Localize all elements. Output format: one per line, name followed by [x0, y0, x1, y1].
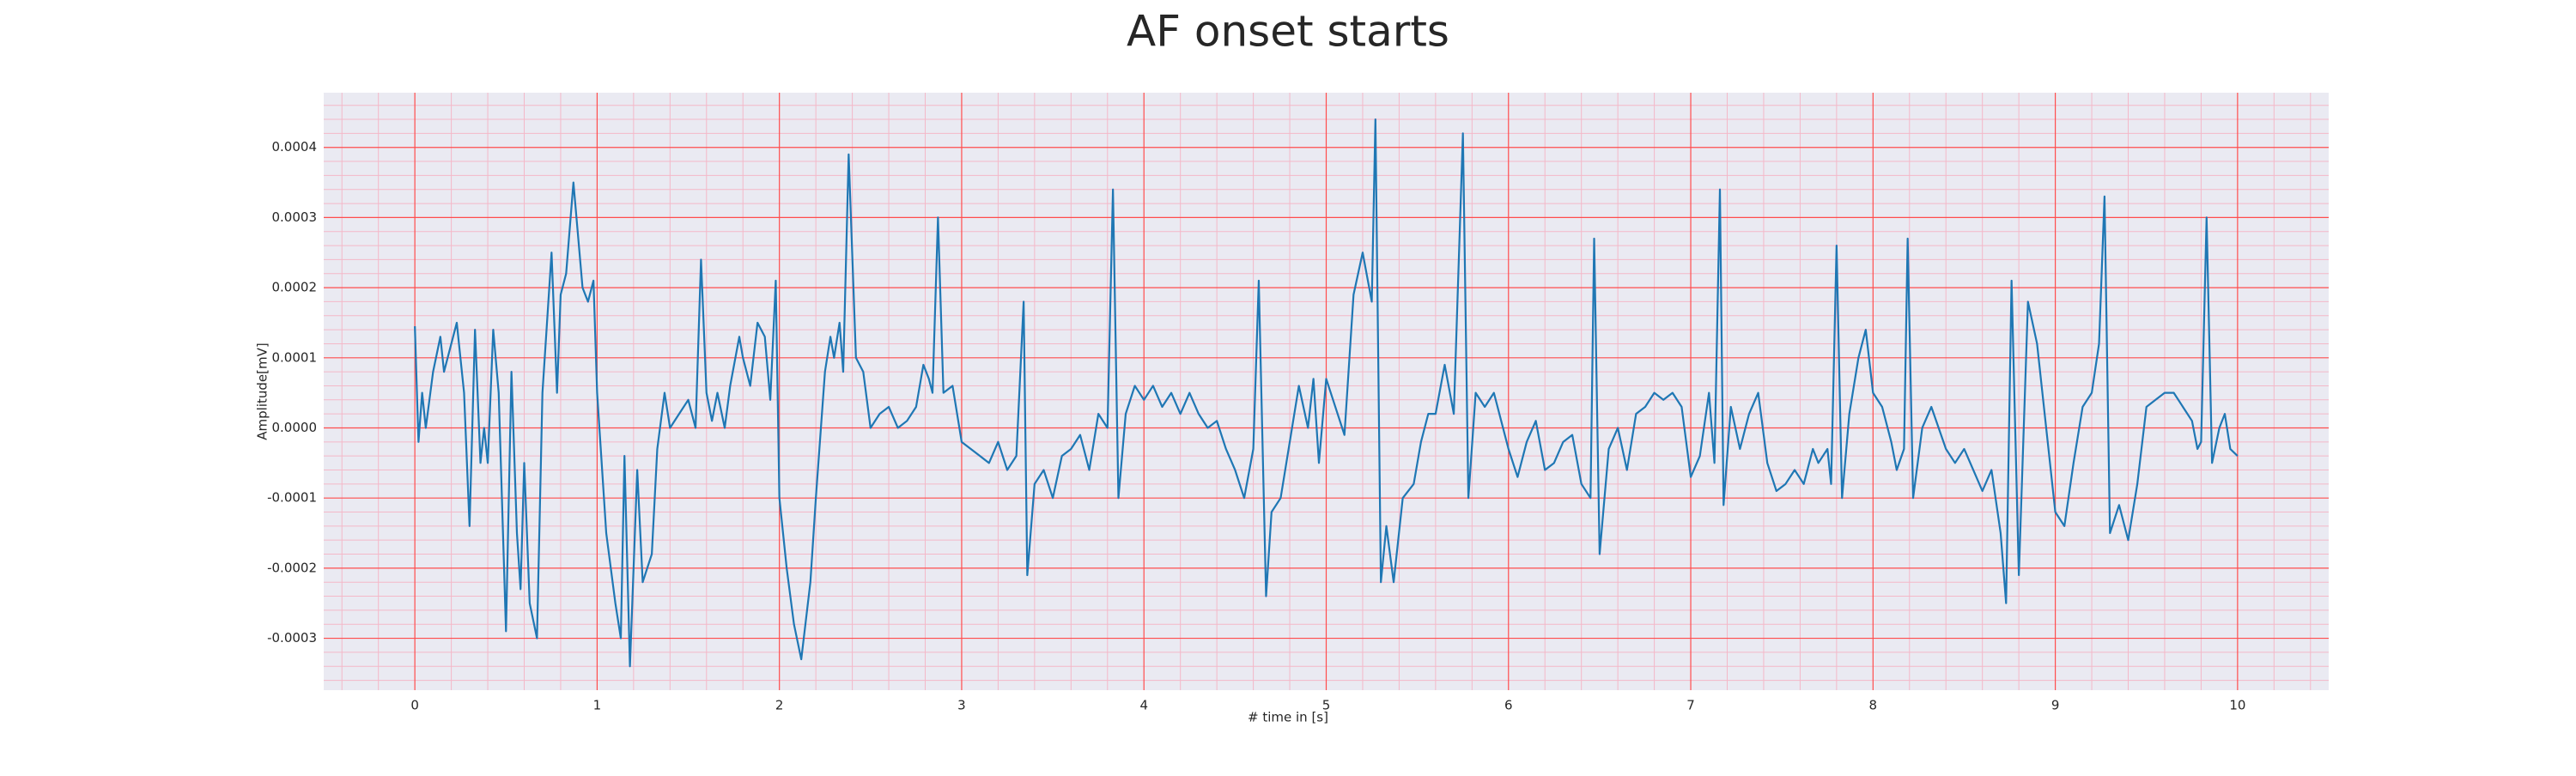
signal-line	[414, 118, 2239, 668]
y-tick-label: 0.0002	[272, 280, 318, 295]
x-tick-label: 10	[2229, 698, 2245, 713]
y-axis-label: Amplitude[mV]	[255, 343, 270, 440]
y-tick-label: 0.0001	[272, 349, 318, 365]
chart-title: AF onset starts	[1127, 7, 1449, 57]
x-tick-label: 5	[1322, 698, 1331, 713]
x-axis-label: # time in [s]	[1248, 710, 1328, 725]
x-tick-label: 9	[2051, 698, 2060, 713]
x-tick-label: 8	[1869, 698, 1878, 713]
y-tick-label: -0.0002	[267, 560, 317, 575]
y-tick-label: 0.0004	[272, 139, 318, 155]
y-tick-label: -0.0003	[267, 630, 317, 646]
x-tick-label: 7	[1686, 698, 1695, 713]
x-tick-label: 0	[410, 698, 419, 713]
x-tick-label: 2	[775, 698, 784, 713]
x-tick-label: 4	[1139, 698, 1148, 713]
x-tick-label: 6	[1504, 698, 1513, 713]
x-tick-label: 1	[593, 698, 602, 713]
x-tick-label: 3	[957, 698, 966, 713]
y-tick-label: 0.0000	[272, 420, 318, 435]
y-tick-label: 0.0003	[272, 209, 318, 225]
y-tick-label: -0.0001	[267, 490, 317, 506]
